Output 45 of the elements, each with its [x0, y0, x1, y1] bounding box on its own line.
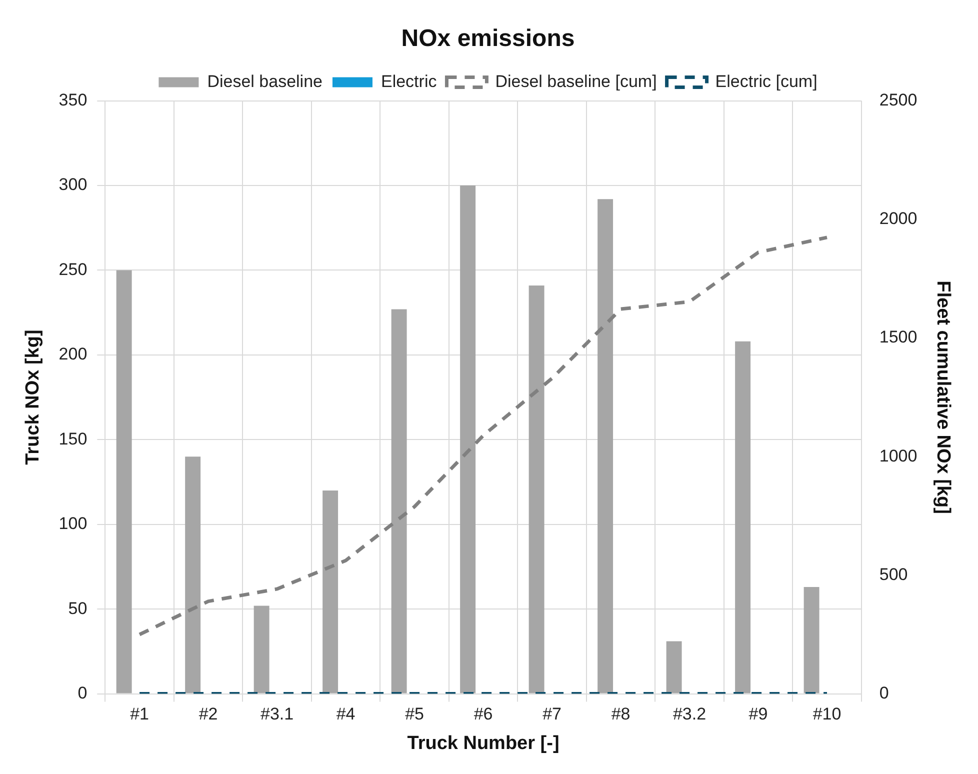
y-tick-label: 200	[58, 344, 88, 364]
line-series	[138, 236, 829, 636]
y2-tick-label: 1500	[879, 328, 918, 347]
y-tick-label: 0	[78, 683, 88, 702]
bar	[804, 587, 820, 694]
x-tick-label: #7	[542, 704, 562, 724]
bar	[666, 641, 682, 694]
y-tick-label: 250	[58, 260, 88, 279]
x-tick-label: #3.2	[672, 704, 706, 724]
legend-label: Electric	[380, 72, 438, 91]
x-tick-label: #2	[198, 704, 218, 724]
x-tick-label: #10	[812, 704, 842, 724]
y-tick-label: 100	[58, 514, 88, 534]
y-tick-label: 300	[58, 175, 88, 194]
x-axis-title: Truck Number [-]	[407, 732, 560, 754]
bar	[322, 490, 338, 694]
bar	[391, 309, 407, 694]
bar	[598, 199, 614, 694]
bar	[460, 186, 476, 694]
bar	[528, 285, 544, 694]
legend-label: Diesel baseline [cum]	[495, 72, 657, 91]
y-tick-label: 150	[58, 429, 88, 448]
y-axis-title: Truck NOx [kg]	[22, 330, 44, 465]
legend-label: Diesel baseline	[207, 72, 322, 91]
x-tick-label: #1	[130, 704, 149, 724]
y2-tick-label: 2000	[879, 209, 918, 228]
y2-axis-title: Fleet cumulative NOx [kg]	[932, 280, 954, 514]
x-tick-label: #6	[474, 704, 493, 724]
y2-tick-label: 2500	[879, 90, 918, 110]
y2-tick-label: 500	[879, 564, 908, 584]
bar	[735, 341, 751, 694]
bar	[254, 606, 270, 694]
y2-tick-label: 1000	[879, 446, 918, 466]
x-tick-label: #8	[611, 704, 630, 724]
x-tick-label: #5	[405, 704, 424, 724]
bar	[185, 456, 201, 694]
chart-title: NOx emissions	[401, 25, 575, 52]
y-tick-label: 50	[68, 598, 88, 618]
y2-tick-label: 0	[879, 683, 889, 702]
legend-label: Electric [cum]	[715, 72, 818, 91]
x-tick-label: #3.1	[260, 704, 294, 724]
x-tick-label: #9	[748, 704, 768, 724]
x-tick-label: #4	[336, 704, 356, 724]
y-tick-label: 350	[58, 90, 88, 110]
bar	[116, 270, 132, 694]
